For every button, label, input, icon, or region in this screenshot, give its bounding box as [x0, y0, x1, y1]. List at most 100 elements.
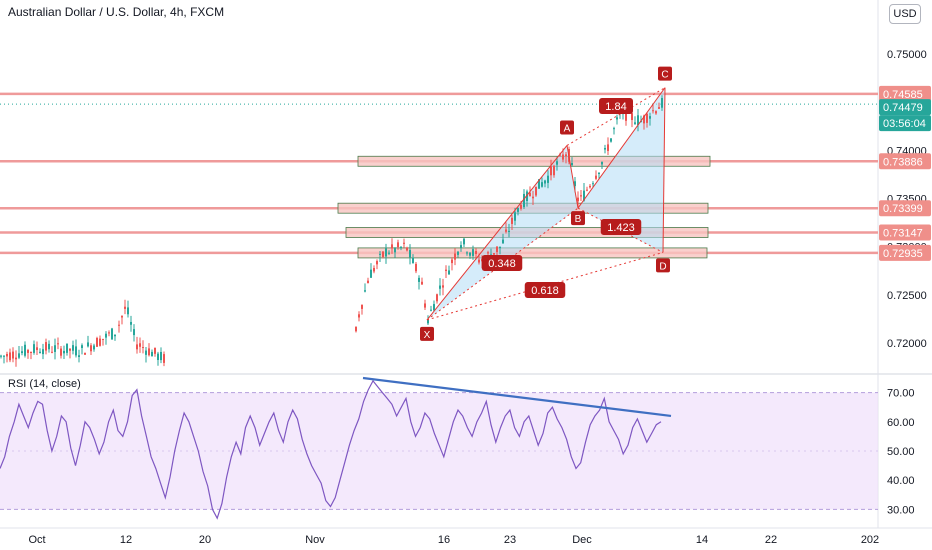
candle-body	[6, 354, 8, 357]
candle-body	[643, 115, 645, 124]
candle-body	[81, 345, 83, 349]
candle-body	[610, 138, 612, 142]
candle-body	[460, 245, 462, 248]
pattern-point-a: A	[564, 123, 571, 134]
price-label-box	[879, 115, 931, 132]
candle-body	[45, 342, 47, 351]
candle-body	[526, 191, 528, 202]
candle-body	[160, 351, 162, 361]
candle-body	[520, 204, 522, 209]
candle-body	[535, 186, 537, 196]
candle-body	[78, 355, 80, 357]
candle-body	[124, 306, 126, 309]
candle-body	[544, 180, 546, 184]
candle-body	[382, 251, 384, 257]
axes: 0.750000.740000.735000.730000.725000.720…	[28, 49, 931, 546]
candle-body	[385, 248, 387, 257]
candle-body	[358, 314, 360, 318]
candle-body	[0, 355, 2, 357]
pattern-xab-fill	[427, 145, 578, 320]
candle-body	[154, 347, 156, 354]
candle-body	[637, 115, 639, 126]
candle-body	[466, 252, 468, 254]
candle-body	[580, 195, 582, 197]
harmonic-pattern	[427, 87, 665, 320]
candle-body	[517, 208, 519, 212]
time-tick-label: 22	[765, 534, 777, 546]
rsi-tick-label: 50.00	[887, 446, 915, 458]
candle-body	[505, 229, 507, 232]
candle-body	[376, 261, 378, 265]
pattern-point-x: X	[424, 330, 431, 341]
ratio-box	[524, 282, 566, 298]
price-label: 0.74585	[883, 89, 923, 101]
candle-body	[586, 189, 588, 191]
candle-body	[652, 110, 654, 112]
candle-body	[406, 247, 408, 251]
candle-body	[439, 285, 441, 289]
candle-body	[565, 154, 567, 157]
ratio-label: 1.84	[605, 101, 626, 113]
ratio-bd	[577, 207, 664, 253]
price-label: 0.73399	[883, 203, 923, 215]
ratio-label: 1.423	[607, 222, 635, 234]
candle-body	[12, 351, 14, 359]
pattern-point-c: C	[661, 70, 668, 81]
price-label-box	[879, 153, 931, 170]
pattern-point-box	[571, 211, 585, 226]
candle-body	[403, 242, 405, 244]
candle-body	[33, 344, 35, 353]
candle-body	[93, 345, 95, 350]
candle-body	[54, 345, 56, 352]
candle-body	[571, 163, 573, 166]
candle-body	[114, 334, 116, 337]
candle-body	[457, 251, 459, 255]
leg-bc	[577, 87, 666, 209]
price-zone	[357, 155, 711, 167]
currency-button[interactable]: USD	[889, 4, 921, 24]
candle-body	[379, 253, 381, 255]
candle-body	[421, 281, 423, 285]
candle-body	[577, 197, 579, 202]
candle-body	[601, 161, 603, 165]
ratio-label: 0.348	[488, 258, 516, 270]
harmonic-pattern-lines	[426, 87, 666, 321]
price-label: 0.72935	[883, 248, 923, 260]
candle-body	[475, 251, 477, 254]
candle-body	[655, 111, 657, 114]
candle-body	[130, 321, 132, 325]
candle-body	[111, 328, 113, 340]
candle-body	[397, 242, 399, 248]
candle-body	[148, 348, 150, 356]
candle-body	[487, 252, 489, 254]
candle-body	[48, 343, 50, 350]
chart-title: Australian Dollar / U.S. Dollar, 4h, FXC…	[8, 5, 225, 19]
candle-body	[415, 263, 417, 272]
candle-body	[69, 348, 71, 351]
candle-body	[99, 338, 101, 346]
candle-body	[574, 181, 576, 187]
candle-body	[63, 350, 65, 354]
price-zone	[357, 247, 708, 259]
candle-body	[75, 346, 77, 356]
ratio-box	[481, 255, 523, 271]
rsi-tick-label: 70.00	[887, 388, 915, 400]
candle-body	[613, 128, 615, 130]
candle-body	[27, 350, 29, 353]
candle-body	[142, 347, 144, 349]
candle-body	[84, 352, 86, 355]
candle-body	[547, 175, 549, 183]
candle-body	[541, 182, 543, 187]
rsi-line	[0, 379, 662, 520]
pattern-point-b: B	[575, 214, 582, 225]
candle-body	[634, 122, 636, 124]
candle-body	[361, 304, 363, 309]
candle-body	[532, 196, 534, 199]
candle-body	[454, 253, 456, 260]
candle-body	[463, 238, 465, 245]
candle-body	[661, 98, 663, 108]
candle-body	[409, 249, 411, 258]
candle-body	[30, 352, 32, 354]
rsi-tick-label: 60.00	[887, 417, 915, 429]
